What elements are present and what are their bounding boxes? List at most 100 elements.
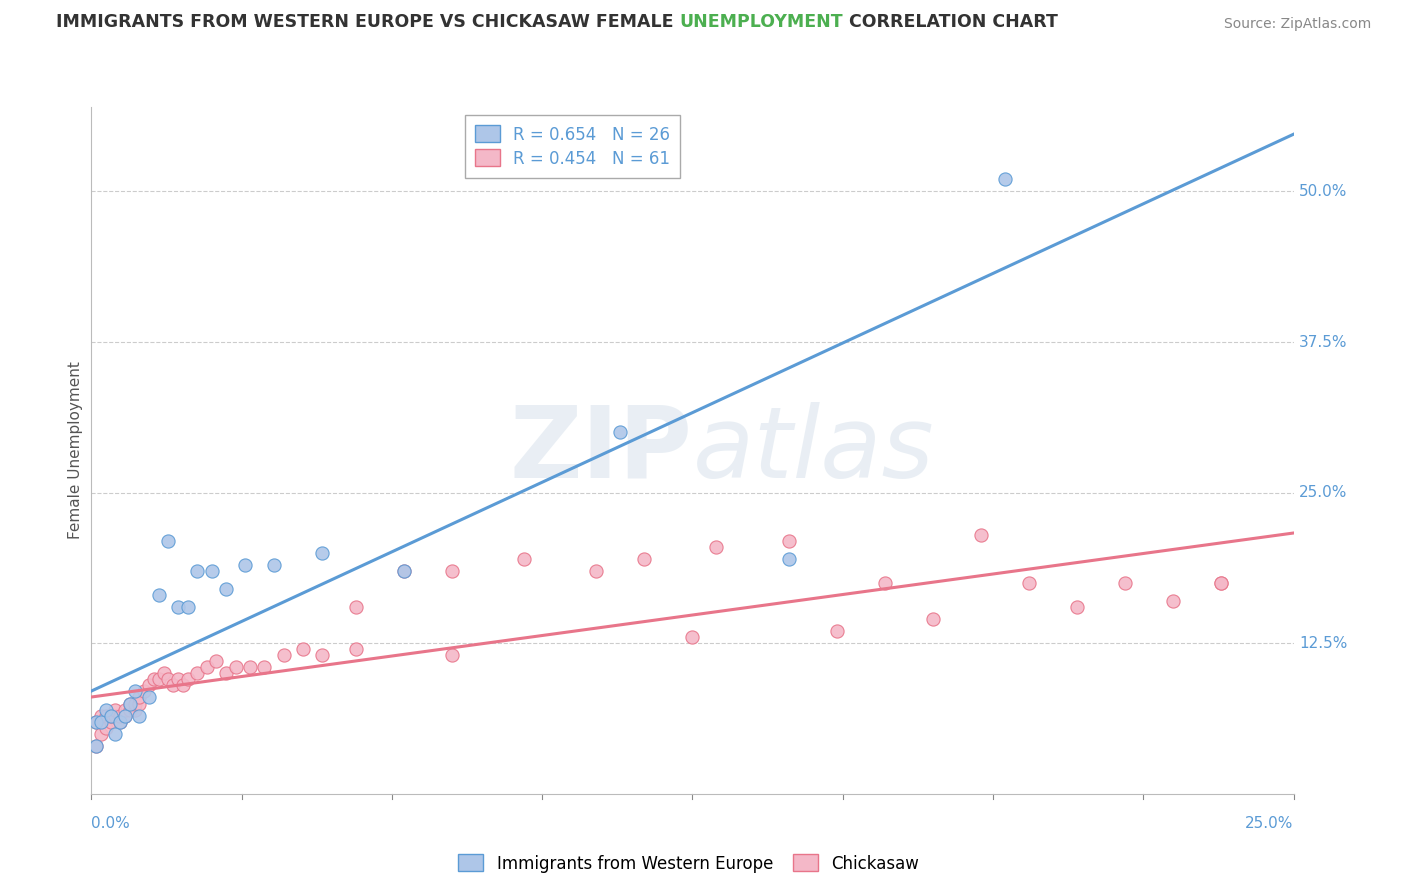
Text: Source: ZipAtlas.com: Source: ZipAtlas.com — [1223, 17, 1371, 31]
Point — [138, 690, 160, 705]
Point — [118, 697, 141, 711]
Point — [609, 425, 631, 440]
Point — [110, 714, 132, 729]
Text: CORRELATION CHART: CORRELATION CHART — [844, 13, 1059, 31]
Legend: Immigrants from Western Europe, Chickasaw: Immigrants from Western Europe, Chickasa… — [451, 847, 927, 880]
Point — [778, 552, 800, 566]
Point — [104, 708, 127, 723]
Text: atlas: atlas — [692, 402, 934, 499]
Point — [124, 702, 146, 716]
Point — [124, 684, 146, 698]
Point — [118, 702, 141, 716]
Point — [311, 546, 333, 560]
Point — [239, 660, 262, 674]
Point — [263, 558, 285, 572]
Point — [84, 714, 107, 729]
Point — [273, 648, 295, 663]
Point — [205, 654, 228, 668]
Point — [440, 648, 463, 663]
Point — [100, 708, 122, 723]
Text: 50.0%: 50.0% — [1299, 184, 1347, 199]
Point — [970, 528, 993, 542]
Y-axis label: Female Unemployment: Female Unemployment — [67, 361, 83, 540]
Point — [344, 642, 367, 657]
Point — [873, 576, 896, 591]
Point — [201, 564, 224, 578]
Point — [513, 552, 536, 566]
Point — [124, 697, 146, 711]
Text: 37.5%: 37.5% — [1299, 334, 1347, 350]
Point — [128, 697, 150, 711]
Point — [681, 630, 703, 644]
Point — [110, 714, 132, 729]
Point — [392, 564, 415, 578]
Point — [585, 564, 607, 578]
Point — [128, 708, 150, 723]
Point — [225, 660, 247, 674]
Text: 25.0%: 25.0% — [1246, 816, 1294, 831]
Legend: R = 0.654   N = 26, R = 0.454   N = 61: R = 0.654 N = 26, R = 0.454 N = 61 — [464, 115, 681, 178]
Point — [253, 660, 276, 674]
Point — [195, 660, 218, 674]
Point — [633, 552, 655, 566]
Point — [176, 673, 198, 687]
Point — [110, 708, 132, 723]
Point — [172, 678, 194, 692]
Point — [233, 558, 256, 572]
Point — [84, 714, 107, 729]
Point — [94, 708, 117, 723]
Text: 0.0%: 0.0% — [91, 816, 131, 831]
Point — [922, 612, 945, 626]
Point — [90, 708, 112, 723]
Point — [90, 726, 112, 740]
Point — [1018, 576, 1040, 591]
Point — [167, 673, 190, 687]
Point — [148, 588, 170, 602]
Point — [100, 708, 122, 723]
Point — [114, 708, 136, 723]
Point — [1161, 594, 1184, 608]
Point — [94, 702, 117, 716]
Point — [1066, 600, 1088, 615]
Point — [162, 678, 184, 692]
Point — [114, 708, 136, 723]
Point — [440, 564, 463, 578]
Point — [291, 642, 314, 657]
Point — [215, 582, 238, 596]
Point — [94, 721, 117, 735]
Point — [311, 648, 333, 663]
Point — [1211, 576, 1233, 591]
Point — [157, 673, 180, 687]
Point — [134, 684, 156, 698]
Point — [84, 739, 107, 753]
Point — [706, 540, 728, 554]
Point — [186, 564, 208, 578]
Point — [142, 673, 165, 687]
Point — [176, 600, 198, 615]
Text: ZIP: ZIP — [509, 402, 692, 499]
Point — [1211, 576, 1233, 591]
Point — [392, 564, 415, 578]
Point — [104, 702, 127, 716]
Point — [90, 714, 112, 729]
Point — [186, 666, 208, 681]
Point — [104, 726, 127, 740]
Point — [994, 172, 1017, 186]
Text: 12.5%: 12.5% — [1299, 636, 1347, 651]
Point — [118, 697, 141, 711]
Point — [1114, 576, 1136, 591]
Text: IMMIGRANTS FROM WESTERN EUROPE VS CHICKASAW FEMALE: IMMIGRANTS FROM WESTERN EUROPE VS CHICKA… — [56, 13, 679, 31]
Point — [84, 739, 107, 753]
Text: UNEMPLOYMENT: UNEMPLOYMENT — [679, 13, 844, 31]
Point — [128, 690, 150, 705]
Point — [778, 533, 800, 548]
Point — [167, 600, 190, 615]
Point — [344, 600, 367, 615]
Point — [215, 666, 238, 681]
Point — [114, 702, 136, 716]
Point — [825, 624, 848, 639]
Text: 25.0%: 25.0% — [1299, 485, 1347, 500]
Point — [138, 678, 160, 692]
Point — [152, 666, 174, 681]
Point — [157, 533, 180, 548]
